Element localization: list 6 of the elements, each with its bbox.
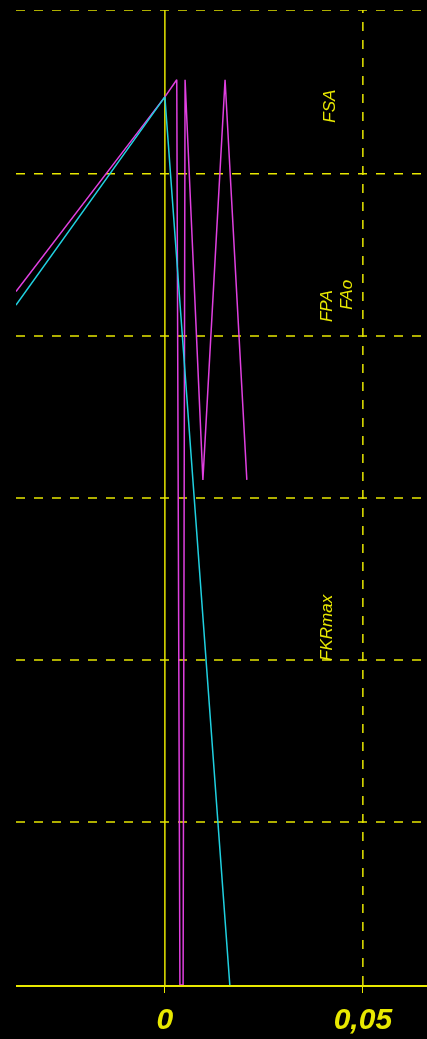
annotation: FSA (319, 89, 339, 123)
annotation: FAo (336, 279, 356, 310)
annotation: FPA (317, 290, 337, 323)
x-tick-label: 0 (156, 1002, 174, 1035)
annotation: FKRmax (317, 594, 337, 661)
x-tick-label: 0,05 (333, 1002, 394, 1035)
